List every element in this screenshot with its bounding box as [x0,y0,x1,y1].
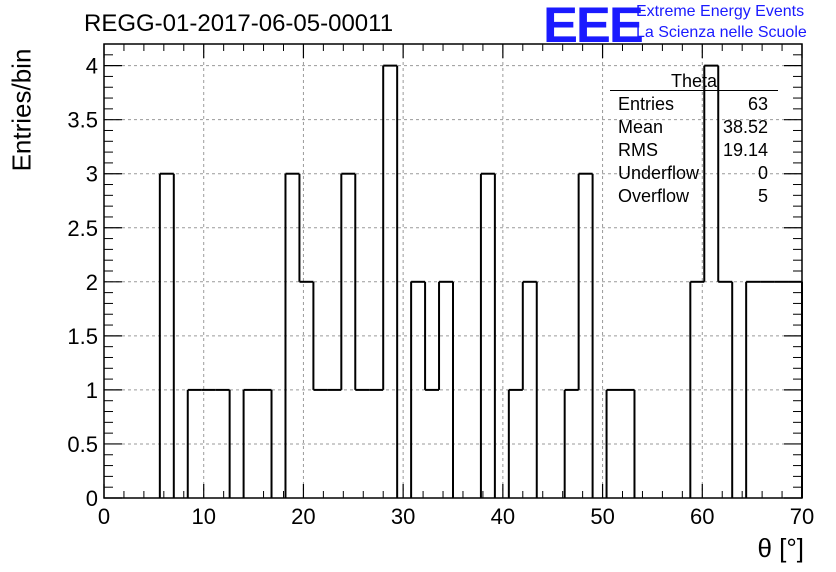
stats-row-rms: RMS 19.14 [610,139,778,162]
x-tick-label: 10 [191,504,215,529]
logo-line-2: La Scienza nelle Scuole [636,24,807,41]
y-tick-label: 4 [86,54,98,79]
x-tick-label: 0 [98,504,110,529]
histogram-bars [158,64,803,498]
stats-row-underflow: Underflow 0 [610,162,778,185]
stats-value: 19.14 [722,140,768,160]
stats-value: 0 [757,163,768,183]
stats-divider [610,90,778,91]
stats-box: Theta Entries 63 Mean 38.52 RMS 19.14 Un… [610,72,778,208]
eee-logo: EEE [543,0,644,53]
stats-title: Theta [670,71,718,91]
stats-label: Mean [618,117,664,137]
x-axis-label: θ [°] [757,533,804,563]
y-tick-label: 3.5 [67,108,98,133]
x-tick-label: 60 [690,504,714,529]
y-axis-label: Entries/bin [6,48,37,172]
y-tick-label: 1 [86,378,98,403]
stats-row-entries: Entries 63 [610,93,778,116]
stats-value: 63 [747,94,768,114]
axis-ticks [103,43,803,499]
stats-label: Overflow [618,186,690,206]
y-tick-label: 3 [86,162,98,187]
stats-value: 5 [757,186,768,206]
stats-row-overflow: Overflow 5 [610,185,778,208]
stats-value: 38.52 [722,117,768,137]
y-tick-label: 1.5 [67,324,98,349]
x-tick-label: 20 [291,504,315,529]
x-tick-label: 50 [590,504,614,529]
y-axis-label-box: Entries/bin [4,30,40,190]
plot-title: REGG-01-2017-06-05-00011 [84,10,394,37]
stats-row-mean: Mean 38.52 [610,116,778,139]
x-tick-label: 70 [790,504,814,529]
y-tick-label: 2 [86,270,98,295]
y-tick-label: 0.5 [67,432,98,457]
stats-label: Entries [618,94,675,114]
stats-label: RMS [618,140,658,160]
y-tick-label: 2.5 [67,216,98,241]
logo-line-1: Extreme Energy Events [636,3,805,20]
x-tick-label: 30 [391,504,415,529]
y-tick-label: 0 [86,486,98,511]
x-tick-label: 40 [491,504,515,529]
stats-label: Underflow [618,163,700,183]
